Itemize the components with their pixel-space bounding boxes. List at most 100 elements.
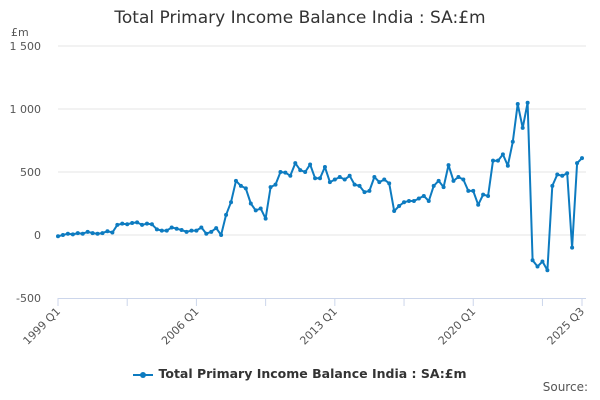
data-point[interactable]	[194, 228, 199, 233]
data-point[interactable]	[85, 229, 90, 234]
data-point[interactable]	[411, 198, 416, 203]
data-point[interactable]	[140, 222, 145, 227]
data-point[interactable]	[387, 181, 392, 186]
data-point[interactable]	[179, 227, 184, 232]
data-point[interactable]	[268, 185, 273, 190]
data-point[interactable]	[115, 222, 120, 227]
data-point[interactable]	[362, 190, 367, 195]
data-point[interactable]	[318, 176, 322, 181]
data-point[interactable]	[253, 208, 258, 213]
data-point[interactable]	[209, 229, 214, 234]
data-point[interactable]	[75, 231, 80, 236]
data-point[interactable]	[431, 183, 436, 188]
data-point[interactable]	[491, 158, 496, 163]
data-point[interactable]	[481, 192, 486, 197]
data-point[interactable]	[466, 188, 471, 193]
data-point[interactable]	[144, 221, 149, 226]
data-point[interactable]	[416, 196, 421, 201]
data-point[interactable]	[402, 200, 407, 205]
data-point[interactable]	[500, 152, 505, 157]
data-point[interactable]	[446, 163, 451, 168]
data-point[interactable]	[347, 173, 352, 178]
data-point[interactable]	[214, 226, 219, 231]
data-point[interactable]	[436, 178, 441, 183]
data-point[interactable]	[149, 222, 154, 227]
data-point[interactable]	[169, 225, 174, 230]
data-point[interactable]	[224, 212, 229, 217]
data-point[interactable]	[495, 158, 500, 163]
legend-item[interactable]: Total Primary Income Balance India : SA:…	[0, 366, 600, 381]
data-point[interactable]	[555, 172, 560, 177]
data-point[interactable]	[372, 175, 377, 180]
data-point[interactable]	[540, 259, 545, 264]
data-point[interactable]	[95, 231, 100, 236]
data-point[interactable]	[263, 216, 268, 221]
data-point[interactable]	[273, 182, 278, 187]
data-point[interactable]	[486, 193, 491, 198]
data-point[interactable]	[421, 193, 426, 198]
data-point[interactable]	[100, 231, 105, 236]
data-point[interactable]	[352, 182, 357, 187]
data-point[interactable]	[530, 258, 535, 263]
data-point[interactable]	[327, 180, 332, 185]
data-point[interactable]	[219, 233, 224, 237]
data-point[interactable]	[80, 231, 85, 236]
data-point[interactable]	[580, 156, 584, 161]
data-point[interactable]	[70, 232, 75, 237]
data-point[interactable]	[525, 100, 530, 105]
data-point[interactable]	[288, 173, 293, 178]
data-point[interactable]	[229, 200, 234, 205]
data-point[interactable]	[105, 229, 110, 234]
data-point[interactable]	[283, 170, 288, 175]
data-point[interactable]	[392, 209, 397, 214]
data-point[interactable]	[367, 188, 372, 193]
data-point[interactable]	[110, 230, 115, 235]
data-point[interactable]	[332, 177, 337, 182]
data-point[interactable]	[471, 188, 476, 193]
data-point[interactable]	[293, 161, 298, 166]
data-point[interactable]	[248, 201, 253, 206]
data-point[interactable]	[174, 226, 179, 231]
data-point[interactable]	[451, 178, 456, 183]
data-point[interactable]	[406, 198, 411, 203]
data-point[interactable]	[342, 177, 347, 182]
data-point[interactable]	[60, 233, 65, 237]
data-point[interactable]	[164, 228, 169, 233]
data-point[interactable]	[189, 228, 194, 233]
data-point[interactable]	[65, 231, 70, 236]
data-point[interactable]	[377, 180, 382, 185]
data-point[interactable]	[441, 185, 446, 190]
data-point[interactable]	[510, 139, 515, 144]
data-point[interactable]	[90, 231, 95, 236]
data-point[interactable]	[233, 178, 238, 183]
data-point[interactable]	[159, 228, 164, 233]
data-point[interactable]	[520, 125, 525, 130]
series-line[interactable]	[57, 101, 583, 272]
data-point[interactable]	[545, 268, 550, 273]
data-point[interactable]	[322, 164, 327, 169]
data-point[interactable]	[184, 229, 189, 234]
data-point[interactable]	[120, 221, 125, 226]
data-point[interactable]	[550, 183, 555, 188]
data-point[interactable]	[505, 163, 510, 168]
data-point[interactable]	[243, 186, 248, 191]
data-point[interactable]	[303, 170, 308, 174]
data-point[interactable]	[397, 204, 402, 209]
data-point[interactable]	[125, 222, 130, 227]
data-point[interactable]	[258, 206, 263, 211]
data-point[interactable]	[560, 173, 565, 178]
data-point[interactable]	[154, 227, 159, 232]
data-point[interactable]	[476, 202, 481, 207]
data-point[interactable]	[313, 176, 318, 181]
data-point[interactable]	[535, 264, 540, 269]
data-point[interactable]	[199, 225, 204, 230]
data-point[interactable]	[461, 177, 466, 182]
data-point[interactable]	[238, 183, 243, 188]
data-point[interactable]	[565, 171, 570, 176]
data-point[interactable]	[382, 177, 387, 182]
data-point[interactable]	[426, 198, 431, 203]
data-point[interactable]	[575, 161, 580, 166]
data-point[interactable]	[135, 220, 140, 225]
data-point[interactable]	[357, 183, 362, 188]
data-point[interactable]	[298, 168, 303, 173]
